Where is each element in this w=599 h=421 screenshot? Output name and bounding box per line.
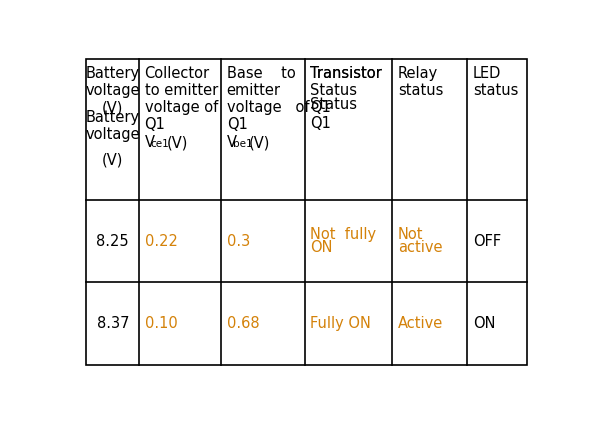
Text: (V): (V) <box>167 135 188 150</box>
Text: Collector: Collector <box>144 66 210 81</box>
Text: Q1: Q1 <box>310 116 331 131</box>
Text: V: V <box>226 135 237 150</box>
Text: Battery: Battery <box>86 66 140 81</box>
Text: Battery: Battery <box>86 110 140 125</box>
Text: LED: LED <box>473 66 501 81</box>
Text: 0.3: 0.3 <box>226 234 250 249</box>
Text: Active: Active <box>398 316 443 331</box>
Text: Q1: Q1 <box>310 100 331 115</box>
Text: Transistor: Transistor <box>310 66 382 81</box>
Text: Transistor: Transistor <box>310 66 382 81</box>
Text: V: V <box>144 135 155 150</box>
Text: Q1: Q1 <box>144 117 165 132</box>
Text: (V): (V) <box>102 152 123 167</box>
Text: status: status <box>473 83 518 98</box>
Text: Base    to: Base to <box>226 66 295 81</box>
Text: (V): (V) <box>102 100 123 115</box>
Text: status: status <box>398 83 443 98</box>
Text: (V): (V) <box>249 135 270 150</box>
Text: 8.25: 8.25 <box>96 234 129 249</box>
Text: 0.68: 0.68 <box>226 316 259 331</box>
Text: 0.22: 0.22 <box>144 234 177 249</box>
Text: voltage: voltage <box>86 83 140 98</box>
Text: ON: ON <box>473 316 495 331</box>
Text: voltage: voltage <box>86 127 140 142</box>
Text: Status: Status <box>310 97 357 112</box>
Text: Q1: Q1 <box>226 117 247 132</box>
Text: to emitter: to emitter <box>144 83 218 98</box>
Text: Status: Status <box>310 83 357 98</box>
Text: OFF: OFF <box>473 234 501 249</box>
Text: be1: be1 <box>233 139 252 149</box>
Text: emitter: emitter <box>226 83 281 98</box>
Text: 0.10: 0.10 <box>144 316 177 331</box>
Text: ce1: ce1 <box>150 139 170 149</box>
Text: Fully ON: Fully ON <box>310 316 371 331</box>
Text: Not  fully: Not fully <box>310 227 376 242</box>
Text: active: active <box>398 240 443 255</box>
Text: Not: Not <box>398 227 423 242</box>
Text: voltage   of: voltage of <box>226 100 309 115</box>
Text: 8.37: 8.37 <box>96 316 129 331</box>
Text: voltage of: voltage of <box>144 100 218 115</box>
Text: ON: ON <box>310 240 332 255</box>
Text: Relay: Relay <box>398 66 438 81</box>
